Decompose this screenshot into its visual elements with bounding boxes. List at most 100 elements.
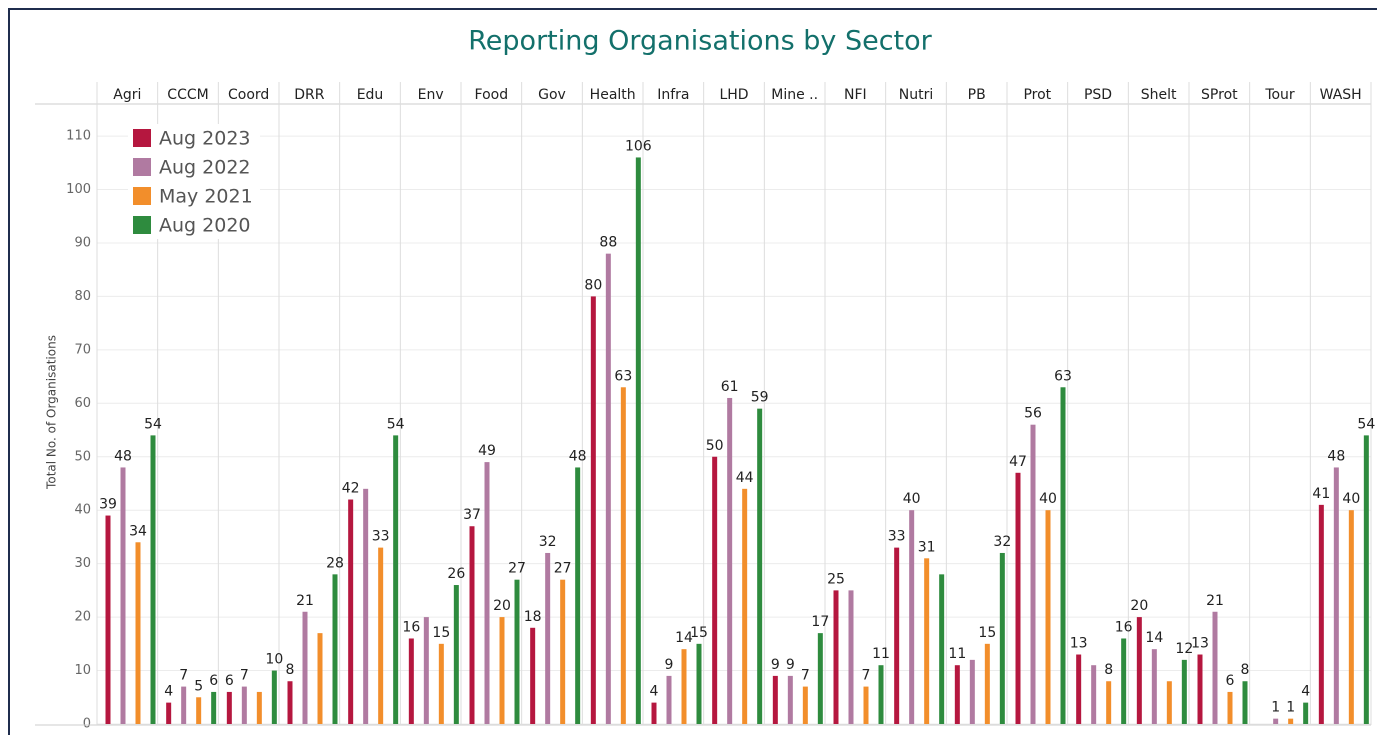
bar (393, 435, 399, 724)
bar (120, 467, 126, 724)
data-label: 41 (1312, 486, 1330, 502)
bar (1348, 510, 1354, 724)
data-label: 106 (625, 138, 652, 154)
y-tick-label: 40 (74, 503, 91, 518)
bar (712, 456, 718, 724)
bar (408, 638, 414, 724)
x-category-label: Health (590, 87, 636, 103)
data-label: 32 (539, 534, 557, 550)
data-label: 32 (993, 534, 1011, 550)
data-label: 37 (463, 507, 481, 523)
y-tick-label: 80 (74, 289, 91, 304)
data-label: 6 (209, 673, 218, 689)
data-label: 8 (1241, 662, 1250, 678)
bar (696, 643, 702, 724)
data-label: 9 (771, 657, 780, 673)
data-label: 13 (1070, 636, 1088, 652)
data-label: 54 (144, 416, 162, 432)
bar (1363, 435, 1369, 724)
x-category-label: Food (475, 87, 509, 103)
data-label: 54 (1357, 416, 1375, 432)
bar (1227, 691, 1233, 724)
data-label: 40 (903, 491, 921, 507)
y-tick-label: 30 (74, 556, 91, 571)
bar (1242, 681, 1248, 724)
bar (271, 670, 277, 724)
data-label: 11 (872, 646, 890, 662)
x-category-label: CCCM (167, 87, 208, 103)
bar (757, 408, 763, 724)
x-category-label: Env (418, 87, 444, 103)
data-label: 7 (179, 668, 188, 684)
x-category-label: Infra (657, 87, 689, 103)
x-category-label: SProt (1201, 87, 1238, 103)
legend-swatch (133, 187, 151, 205)
bar (241, 686, 247, 724)
bar (135, 542, 141, 724)
bar (1030, 424, 1036, 724)
bar (666, 675, 672, 724)
bar (984, 643, 990, 724)
y-tick-label: 110 (66, 129, 91, 144)
y-tick-label: 100 (66, 182, 91, 197)
x-category-label: NFI (844, 87, 867, 103)
x-category-label: LHD (719, 87, 748, 103)
data-label: 16 (402, 619, 420, 635)
data-label: 21 (296, 593, 314, 609)
data-label: 18 (524, 609, 542, 625)
data-label: 8 (286, 662, 295, 678)
bar (545, 552, 551, 724)
x-category-label: Tour (1264, 87, 1295, 103)
data-label: 15 (690, 625, 708, 641)
data-label: 1 (1271, 700, 1280, 716)
data-label: 63 (614, 368, 632, 384)
data-label: 42 (342, 481, 360, 497)
bar (211, 691, 217, 724)
bar (954, 665, 960, 724)
bar (999, 552, 1005, 724)
y-tick-label: 50 (74, 449, 91, 464)
data-label: 33 (888, 529, 906, 545)
legend-swatch (133, 216, 151, 234)
bar (969, 659, 975, 724)
bar (438, 643, 444, 724)
legend-label: May 2021 (159, 186, 253, 208)
x-category-label: DRR (294, 87, 325, 103)
bar (772, 675, 778, 724)
bar (1197, 654, 1203, 724)
data-label: 56 (1024, 406, 1042, 422)
data-label: 11 (948, 646, 966, 662)
bar (1045, 510, 1051, 724)
data-label: 4 (164, 684, 173, 700)
data-label: 17 (811, 614, 829, 630)
bar (378, 547, 384, 724)
x-category-label: PSD (1084, 87, 1112, 103)
bar (681, 649, 687, 724)
data-label: 59 (751, 390, 769, 406)
bar (1136, 617, 1142, 724)
data-label: 9 (665, 657, 674, 673)
bar (514, 579, 520, 724)
bar (363, 488, 369, 724)
y-tick-label: 20 (74, 610, 91, 625)
bar (894, 547, 900, 724)
data-label: 4 (650, 684, 659, 700)
x-category-label: Edu (357, 87, 384, 103)
data-label: 54 (387, 416, 405, 432)
bar (1091, 665, 1097, 724)
bar (287, 681, 293, 724)
x-category-label: Mine .. (771, 87, 818, 103)
bar (256, 691, 262, 724)
y-axis-title: Total No. of Organisations (45, 335, 59, 490)
legend-swatch (133, 158, 151, 176)
data-label: 40 (1342, 491, 1360, 507)
bar (802, 686, 808, 724)
bar (1151, 649, 1157, 724)
data-label: 13 (1191, 636, 1209, 652)
bar (1181, 659, 1187, 724)
x-category-label: WASH (1320, 87, 1362, 103)
bar (878, 665, 884, 724)
data-label: 33 (372, 529, 390, 545)
data-label: 80 (584, 277, 602, 293)
data-label: 14 (1145, 630, 1163, 646)
